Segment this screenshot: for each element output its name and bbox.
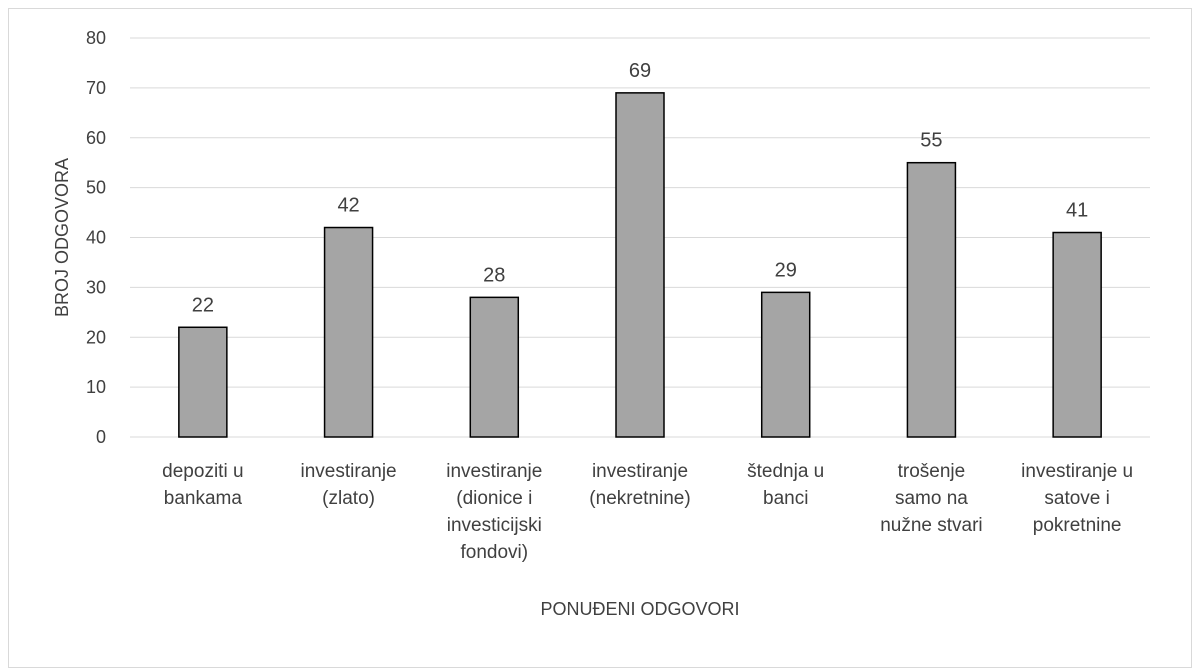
data-label: 41 [1066, 200, 1088, 222]
y-axis-ticks: 0 10 20 30 40 50 60 70 80 [86, 28, 106, 447]
x-category-label-line: štednja u [747, 461, 824, 482]
x-category-label-line: nužne stvari [880, 515, 982, 536]
bar [178, 326, 228, 438]
y-axis-title: BROJ ODGOVORA [52, 158, 72, 317]
data-label: 42 [337, 195, 359, 217]
y-tick-label: 40 [86, 228, 106, 248]
x-category-label-line: (dionice i [456, 488, 532, 509]
x-category-label-line: (nekretnine) [589, 488, 690, 509]
x-category-label: štednja u banci [747, 461, 824, 509]
data-labels: 22 42 28 69 29 55 41 [192, 60, 1089, 316]
x-category-label-line: satove i [1044, 488, 1109, 509]
bar [906, 161, 957, 438]
bar [760, 291, 811, 438]
data-label: 29 [775, 259, 797, 281]
bar [469, 296, 520, 438]
bar [1052, 231, 1102, 438]
bar [615, 92, 665, 438]
y-tick-label: 80 [86, 28, 106, 48]
data-label: 69 [629, 60, 651, 82]
x-category-label-line: investiranje [592, 461, 688, 482]
y-tick-label: 60 [86, 128, 106, 148]
x-category-label: investiranje (nekretnine) [589, 461, 690, 509]
y-tick-label: 20 [86, 327, 106, 347]
y-tick-label: 70 [86, 78, 106, 98]
x-category-label-line: samo na [895, 488, 968, 509]
bars [178, 92, 1102, 438]
x-category-label-line: investiranje u [1021, 461, 1133, 482]
y-tick-label: 30 [86, 277, 106, 297]
x-category-label-line: investiranje [446, 461, 542, 482]
x-category-label: investiranje (dionice i investicijski fondo… [446, 461, 542, 563]
data-label: 28 [483, 264, 505, 286]
x-axis-title: PONUĐENI ODGOVORI [540, 599, 739, 619]
x-category-label: investiranje (zlato) [301, 461, 397, 509]
data-label: 55 [920, 130, 942, 152]
x-category-label-line: investiranje [301, 461, 397, 482]
x-category-label-line: bankama [164, 488, 243, 509]
x-category-label-line: depoziti u [162, 461, 243, 482]
x-category-label: depoziti u bankama [162, 461, 243, 509]
x-category-label-line: (zlato) [322, 488, 375, 509]
x-category-label-line: pokretnine [1033, 515, 1122, 536]
y-tick-label: 10 [86, 377, 106, 397]
bar-chart: 0 10 20 30 40 50 60 70 80 22 42 28 69 29 55 41 depozit… [52, 28, 1150, 619]
x-category-label: investiranje u satove i pokretnine [1021, 461, 1133, 536]
x-category-label-line: trošenje [898, 461, 966, 482]
x-category-label-line: fondovi) [460, 542, 528, 563]
data-label: 22 [192, 294, 214, 316]
x-category-label-line: investicijski [447, 515, 542, 536]
x-category-label-line: banci [763, 488, 808, 509]
y-tick-label: 50 [86, 178, 106, 198]
x-category-label: trošenje samo na nužne stvari [880, 461, 982, 536]
y-tick-label: 0 [96, 427, 106, 447]
bar [323, 226, 374, 438]
